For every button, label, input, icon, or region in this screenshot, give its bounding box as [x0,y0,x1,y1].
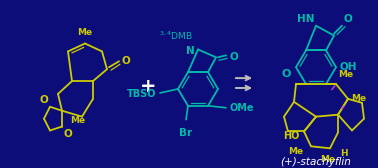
Text: Me: Me [338,70,353,79]
Text: Me: Me [288,147,303,156]
Text: Me: Me [321,155,336,164]
Text: H: H [340,149,348,158]
Text: (+)-stachyflin: (+)-stachyflin [280,157,352,167]
Text: O: O [229,52,238,62]
Text: Me: Me [77,28,93,37]
Text: HO: HO [283,131,299,141]
Text: $^{3,4}$DMB: $^{3,4}$DMB [159,29,193,41]
Text: OH: OH [340,62,358,72]
Text: +: + [140,77,156,96]
Text: OMe: OMe [230,103,254,113]
Text: O: O [121,56,130,66]
Text: Me: Me [70,116,85,125]
Text: HN: HN [296,14,314,24]
Text: O: O [282,69,291,79]
Text: O: O [344,14,353,24]
Text: Me: Me [351,94,366,103]
Text: TBSO: TBSO [127,89,156,99]
Text: O: O [39,95,48,105]
Text: Br: Br [180,128,192,138]
Text: O: O [64,129,73,138]
Text: N: N [186,46,195,56]
